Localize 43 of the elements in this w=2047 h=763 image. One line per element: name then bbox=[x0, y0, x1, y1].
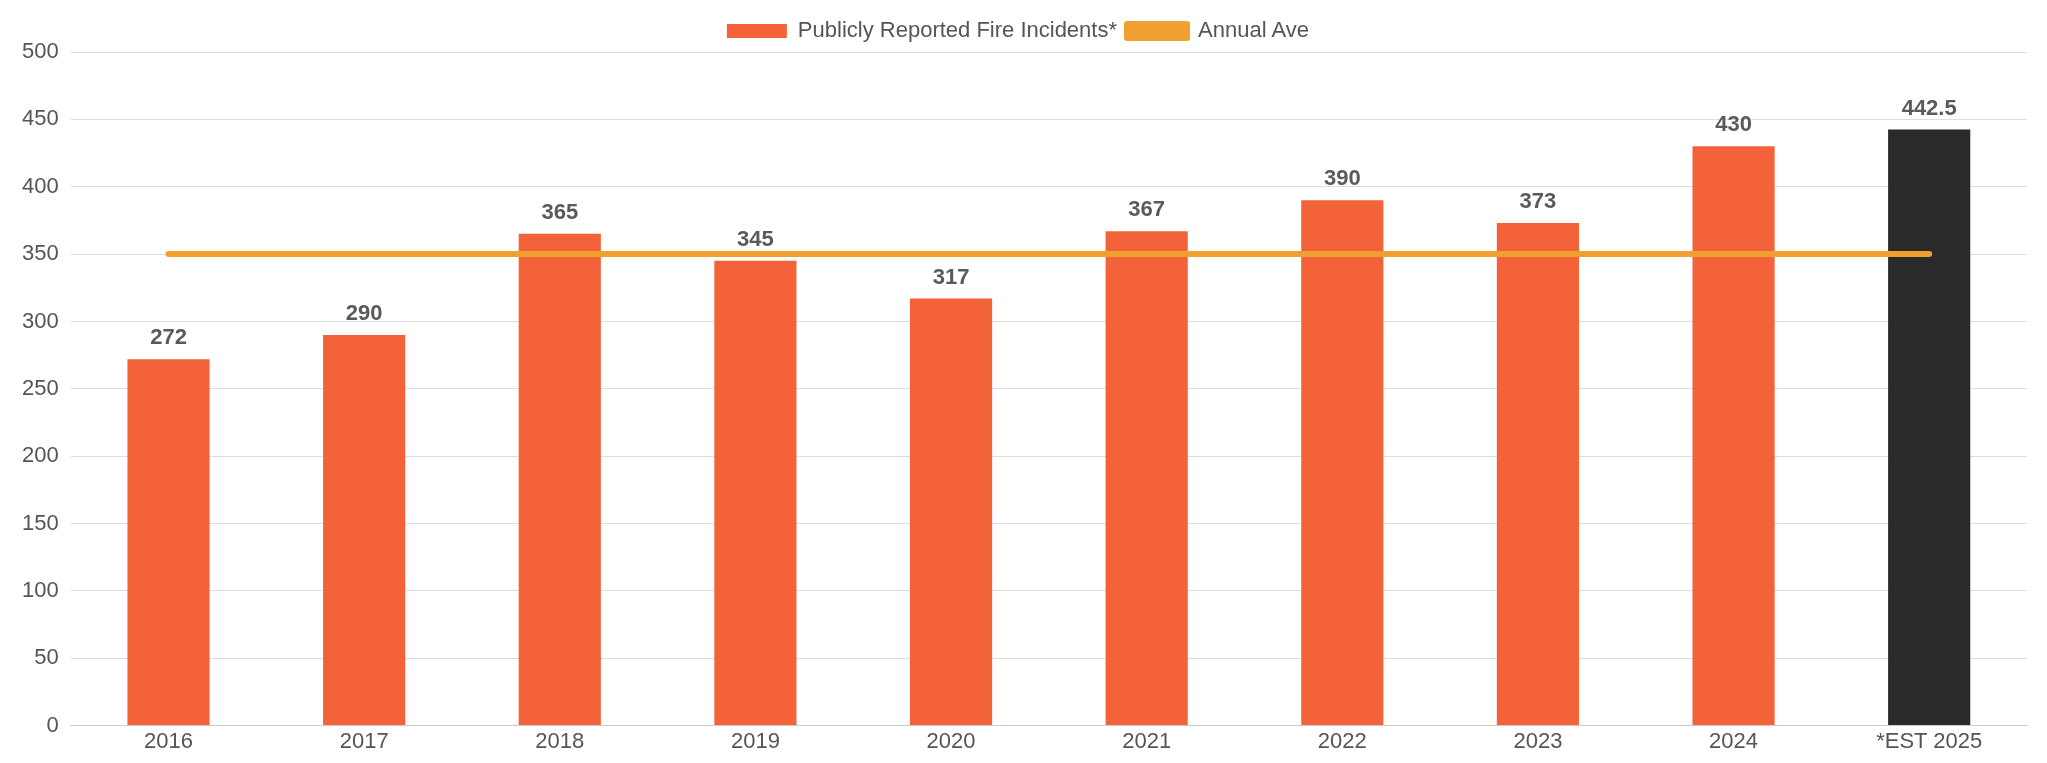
y-tick-label: 250 bbox=[21, 374, 59, 400]
y-tick-label: 100 bbox=[21, 576, 59, 602]
x-tick-label: 2017 bbox=[339, 727, 389, 753]
data-label: 317 bbox=[932, 263, 970, 289]
x-tick-label: 2023 bbox=[1513, 727, 1563, 753]
bar bbox=[1301, 200, 1384, 726]
bar bbox=[714, 260, 797, 726]
x-tick-label: 2021 bbox=[1122, 727, 1172, 753]
bar bbox=[1496, 223, 1580, 726]
y-tick-label: 200 bbox=[21, 442, 59, 468]
data-label: 367 bbox=[1128, 196, 1166, 222]
x-tick-label: *EST 2025 bbox=[1876, 727, 1983, 753]
y-tick-label: 0 bbox=[46, 711, 59, 737]
bar bbox=[1888, 129, 1971, 726]
bar bbox=[909, 298, 993, 726]
y-tick-label: 50 bbox=[34, 644, 59, 670]
bar bbox=[323, 334, 406, 726]
x-tick-label: 2024 bbox=[1709, 727, 1759, 753]
y-tick-label: 500 bbox=[21, 38, 59, 64]
y-tick-label: 400 bbox=[21, 172, 59, 198]
legend-label: Publicly Reported Fire Incidents* bbox=[797, 17, 1118, 43]
bar bbox=[1692, 146, 1775, 726]
data-label: 345 bbox=[737, 225, 774, 251]
data-label: 430 bbox=[1715, 111, 1752, 137]
y-tick-label: 150 bbox=[21, 509, 59, 535]
x-tick-label: 2019 bbox=[730, 727, 780, 753]
data-label: 442.5 bbox=[1901, 94, 1957, 120]
x-tick-label: 2022 bbox=[1317, 727, 1367, 753]
x-tick-label: 2018 bbox=[535, 727, 585, 753]
data-label: 290 bbox=[345, 299, 383, 325]
bar bbox=[1105, 231, 1188, 726]
y-tick-label: 450 bbox=[21, 105, 59, 131]
data-label: 373 bbox=[1519, 188, 1557, 214]
data-label: 365 bbox=[541, 198, 579, 224]
data-label: 272 bbox=[150, 324, 187, 350]
bar bbox=[518, 233, 601, 726]
y-tick-label: 350 bbox=[21, 240, 59, 266]
bar bbox=[127, 359, 210, 726]
x-tick-label: 2016 bbox=[144, 727, 193, 753]
y-tick-label: 300 bbox=[21, 307, 59, 333]
legend-label: Annual Ave bbox=[1198, 17, 1309, 43]
x-tick-label: 2020 bbox=[926, 727, 976, 753]
data-label: 390 bbox=[1323, 165, 1361, 191]
